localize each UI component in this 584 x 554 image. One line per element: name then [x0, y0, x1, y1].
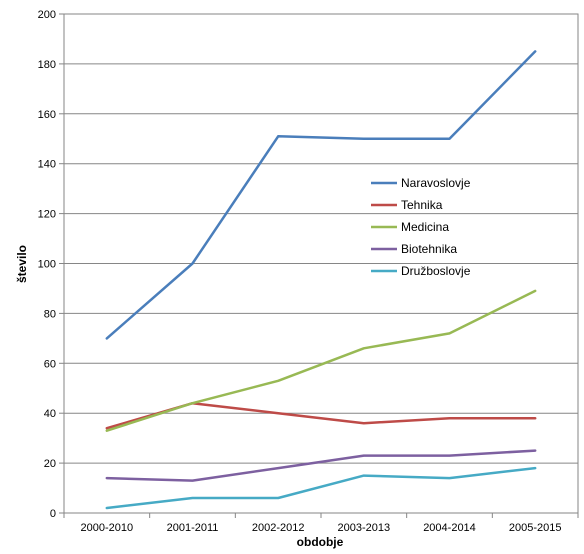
y-tick-label: 80: [44, 308, 56, 320]
y-axis-title: število: [15, 245, 29, 283]
y-tick-label: 120: [38, 209, 56, 221]
y-tick-label: 200: [38, 9, 56, 21]
x-axis-title: obdobje: [297, 535, 344, 549]
gridlines: [64, 63, 578, 464]
x-tick-label: 2002-2012: [252, 522, 305, 534]
y-tick-label: 160: [38, 109, 56, 121]
x-tick-label: 2003-2013: [338, 522, 391, 534]
legend-label: Biotehnika: [401, 242, 457, 256]
tick-labels: 0 20 40 60 80 100 120 140 160 180 200 2000-2010 2001…: [38, 9, 562, 534]
series-line-biotehnika: [105, 449, 537, 482]
y-tick-label: 40: [44, 408, 56, 420]
legend: Naravoslovje Tehnika Medicina Biotehnika Dru…: [371, 176, 471, 278]
series-line-tehnika: [105, 401, 537, 430]
x-tick-label: 2001-2011: [167, 522, 219, 534]
y-tick-label: 140: [38, 159, 56, 171]
series-line-družboslovje: [105, 466, 537, 510]
y-tick-label: 60: [44, 358, 56, 370]
series-lines: [105, 50, 537, 510]
legend-label: Medicina: [401, 220, 449, 234]
legend-label: Naravoslovje: [401, 176, 471, 190]
legend-label: Tehnika: [401, 198, 443, 212]
series-line-medicina: [105, 289, 537, 432]
y-tick-label: 180: [38, 59, 56, 71]
legend-label: Družboslovje: [401, 264, 471, 278]
series-line-naravoslovje: [105, 50, 537, 340]
y-tick-label: 0: [50, 508, 56, 520]
x-tick-label: 2004-2014: [423, 522, 476, 534]
x-tick-label: 2000-2010: [81, 522, 134, 534]
y-tick-label: 20: [44, 458, 56, 470]
y-tick-label: 100: [38, 259, 56, 271]
axes: [59, 13, 579, 518]
x-tick-label: 2005-2015: [509, 522, 562, 534]
